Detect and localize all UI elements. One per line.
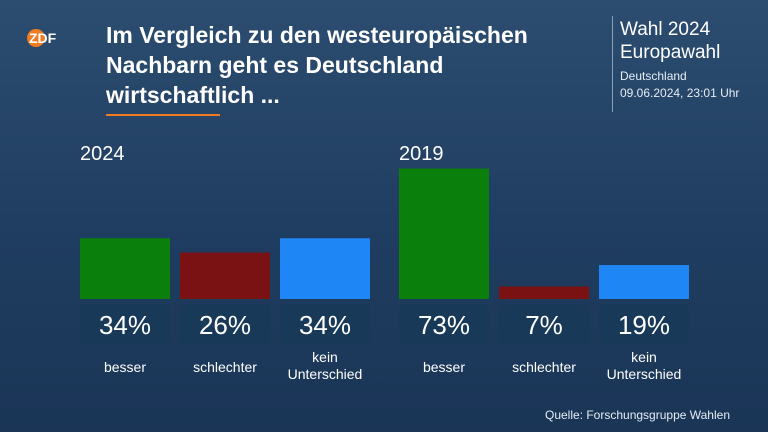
category-label-2019-kein-unterschied-1: Unterschied [607, 366, 682, 382]
value-box-2019-kein-unterschied [599, 305, 689, 344]
chart-title: Im Vergleich zu den westeuropäischen Nac… [106, 20, 606, 110]
election-timestamp: 09.06.2024, 23:01 Uhr [620, 86, 740, 100]
category-label-2024-schlechter-0: schlechter [193, 359, 257, 375]
title-line-1: Im Vergleich zu den westeuropäischen [106, 22, 528, 48]
election-year: Wahl 2024 [620, 19, 711, 40]
value-label-2019-kein-unterschied: 19% [618, 310, 670, 340]
bar-2019-kein-unterschied [599, 265, 689, 299]
category-label-2024-kein-unterschied-0: kein [312, 349, 338, 365]
value-box-2019-schlechter [499, 305, 589, 344]
header-divider [612, 16, 613, 112]
value-box-2019-besser [399, 305, 489, 344]
category-label-2019-schlechter-0: schlechter [512, 359, 576, 375]
bar-2024-kein-unterschied [280, 238, 370, 299]
election-info: Wahl 2024 Europawahl Deutschland 09.06.2… [620, 18, 765, 102]
category-label-2019-kein-unterschied-0: kein [631, 349, 657, 365]
value-box-2024-schlechter [180, 305, 270, 344]
bar-2019-schlechter [499, 286, 589, 299]
bar-2024-besser [80, 238, 170, 299]
value-box-2024-besser [80, 305, 170, 344]
source-note: Quelle: Forschungsgruppe Wahlen [545, 408, 730, 422]
value-label-2019-schlechter: 7% [525, 310, 563, 340]
bar-2019-besser [399, 168, 489, 299]
election-region: Deutschland [620, 69, 687, 83]
title-underline [106, 114, 220, 116]
value-label-2024-kein-unterschied: 34% [299, 310, 351, 340]
category-label-2019-besser-0: besser [423, 359, 465, 375]
value-box-2024-kein-unterschied [280, 305, 370, 344]
logo-text: ZDF [29, 30, 57, 46]
group-label-2024: 2024 [80, 143, 125, 165]
category-label-2024-besser-0: besser [104, 359, 146, 375]
value-label-2024-besser: 34% [99, 310, 151, 340]
title-line-3: wirtschaftlich ... [106, 82, 280, 108]
category-label-2024-kein-unterschied-1: Unterschied [288, 366, 363, 382]
zdf-logo: ZDF [27, 29, 57, 47]
title-line-2: Nachbarn geht es Deutschland [106, 52, 444, 78]
value-label-2019-besser: 73% [418, 310, 470, 340]
bar-2024-schlechter [180, 252, 270, 299]
group-label-2019: 2019 [399, 143, 444, 165]
value-label-2024-schlechter: 26% [199, 310, 251, 340]
election-name: Europawahl [620, 42, 721, 63]
